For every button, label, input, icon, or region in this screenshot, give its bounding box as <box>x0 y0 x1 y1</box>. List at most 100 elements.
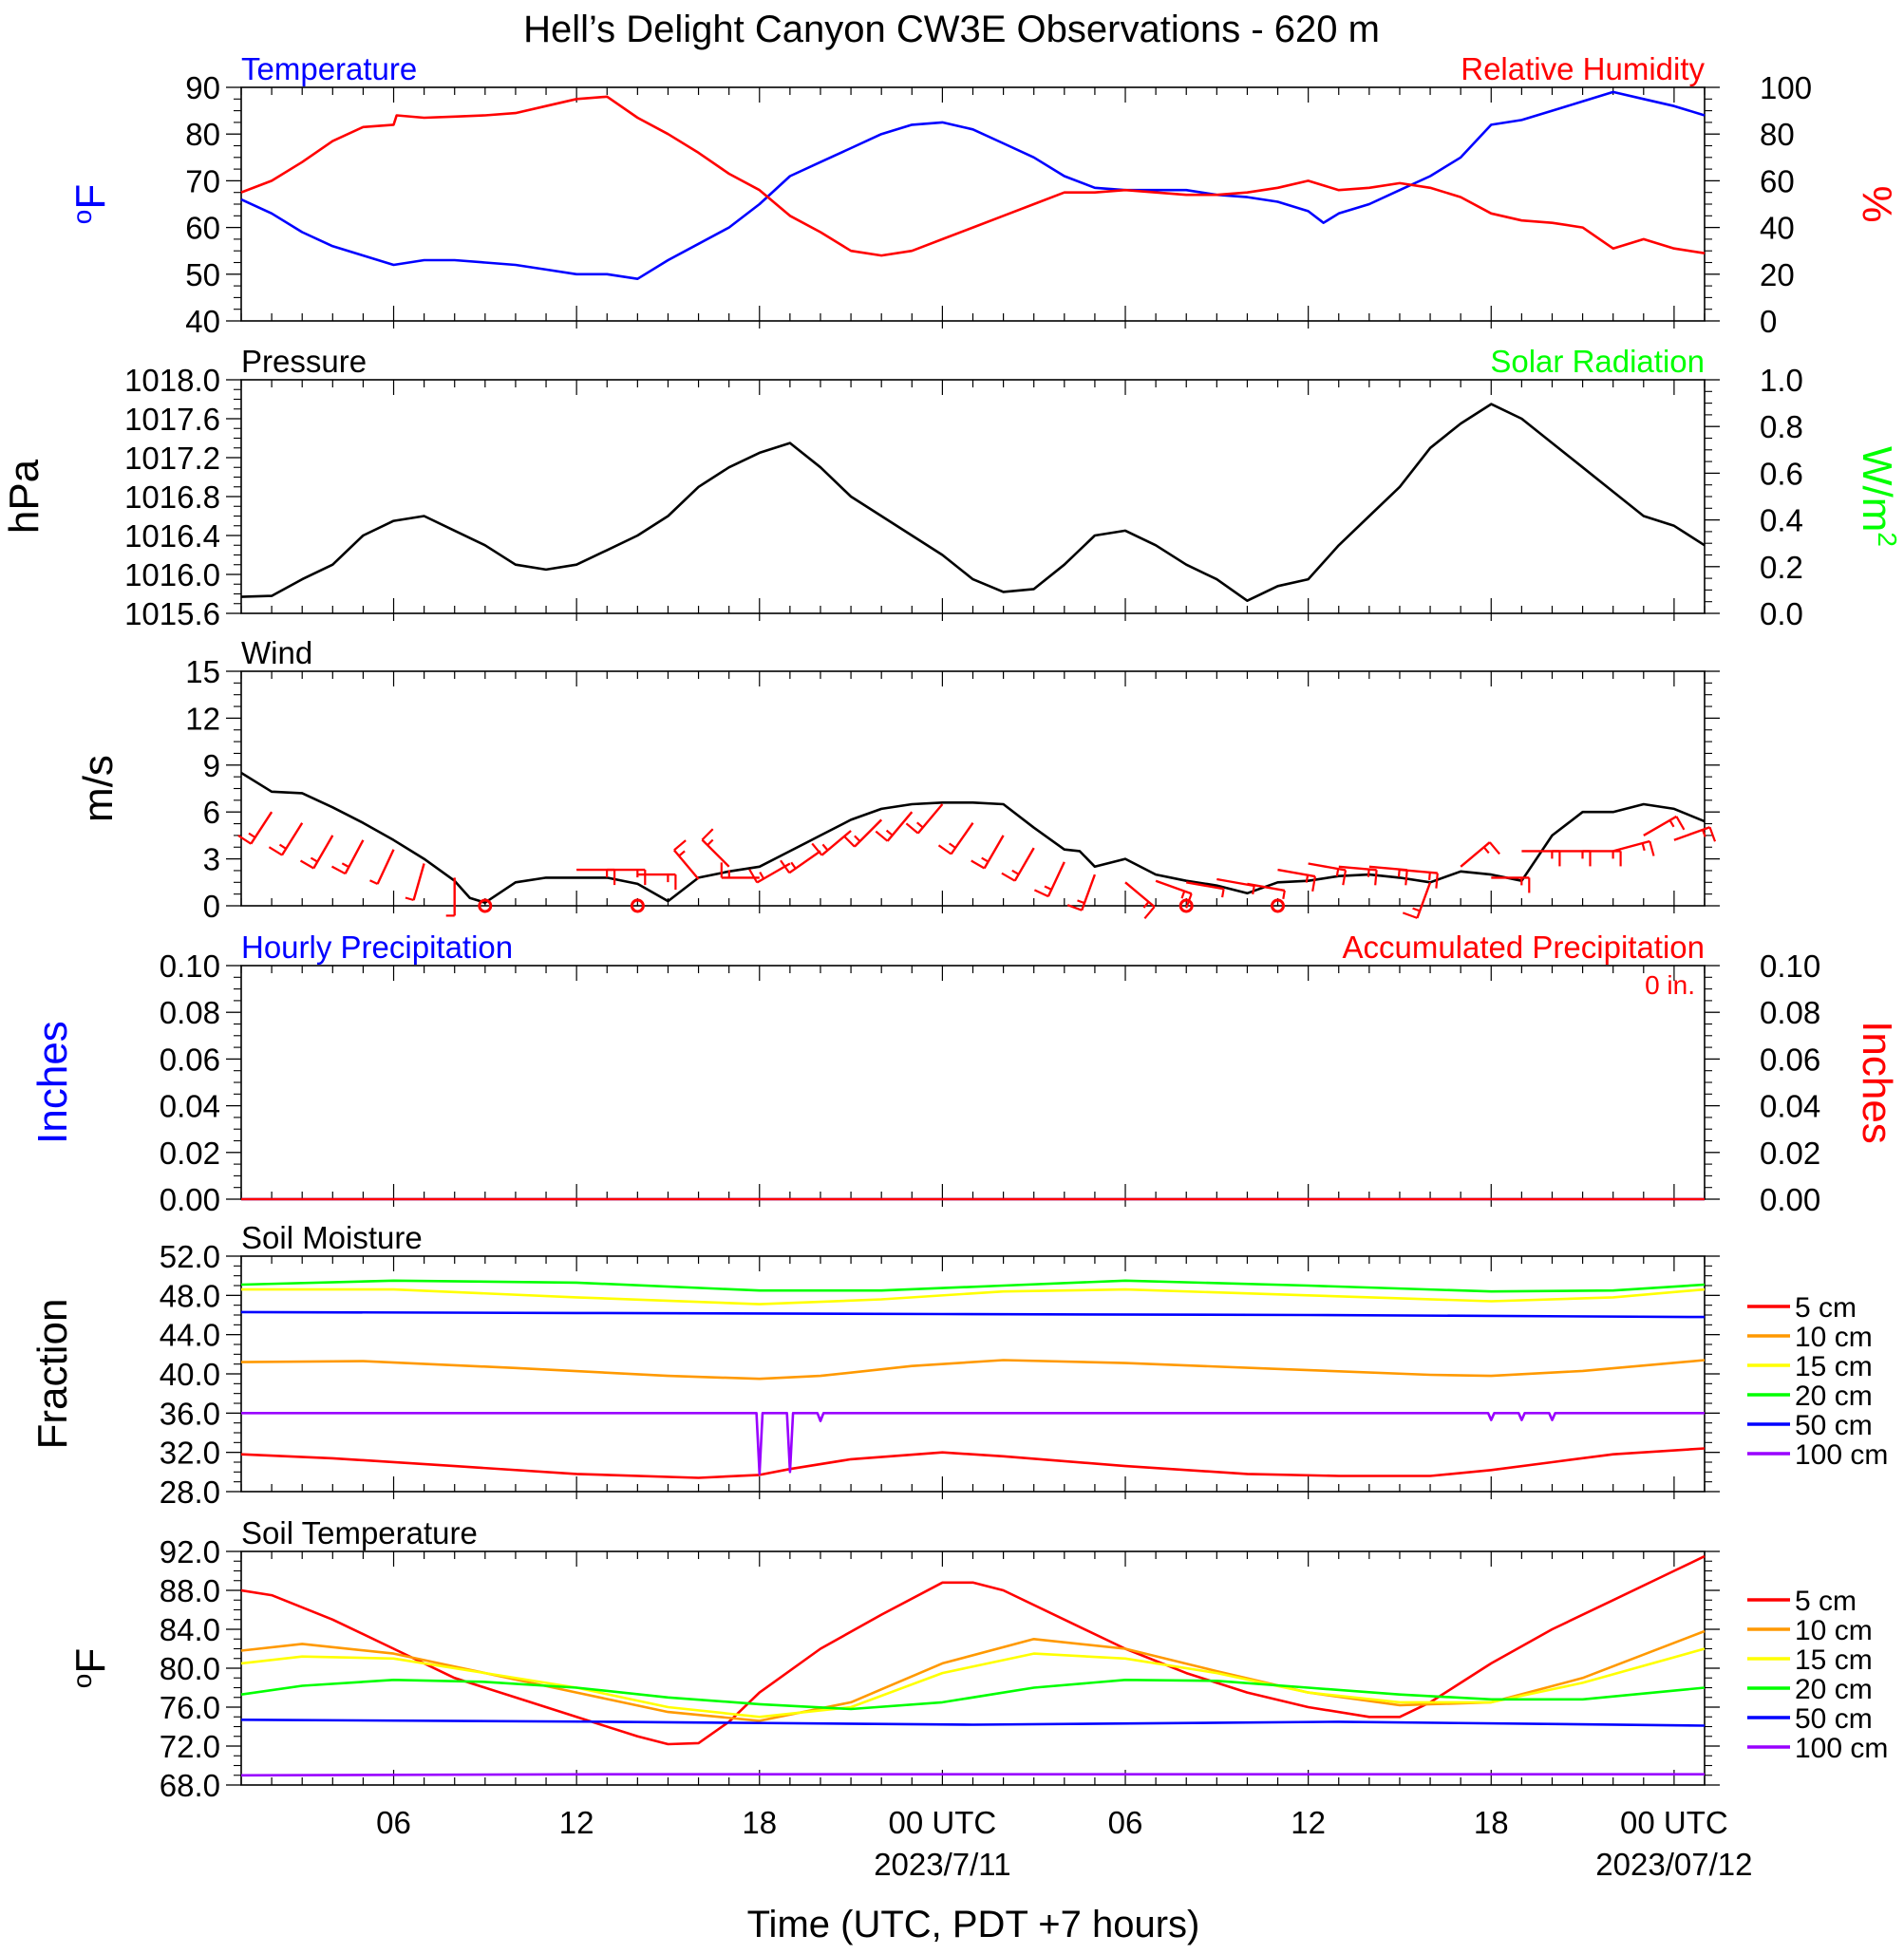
y-tick-label: 0.10 <box>160 949 220 984</box>
y-right-tick-label: 0.00 <box>1760 1182 1820 1217</box>
wind-barb <box>344 839 365 874</box>
y-tick-label: 28.0 <box>160 1475 220 1510</box>
wind-barb-flag <box>310 856 318 863</box>
wind-barb <box>1013 847 1035 882</box>
y-tick-label: 12 <box>185 701 220 736</box>
wind-barb-flag <box>369 879 379 885</box>
series-group <box>240 1554 1706 1777</box>
y-tick-label: 92.0 <box>160 1534 220 1569</box>
wind-barb <box>1155 879 1193 895</box>
y-right-tick-label: 60 <box>1760 163 1795 198</box>
y-tick-label: 68.0 <box>160 1768 220 1803</box>
y-tick-label: 1016.8 <box>124 479 220 515</box>
wind-barb-flag <box>1143 906 1156 920</box>
wind-barb-flag <box>971 859 986 870</box>
y-tick-label: 50 <box>185 257 220 292</box>
y-tick-label: 76.0 <box>160 1690 220 1725</box>
y-tick-label: 1017.2 <box>124 441 220 476</box>
panel-title-right: Relative Humidity <box>1461 51 1705 86</box>
y-tick-label: 52.0 <box>160 1239 220 1274</box>
y-axis-label-right: Inches <box>1854 1021 1900 1144</box>
wind-barb-flag <box>790 861 797 870</box>
wind-barb-flag <box>1033 889 1049 898</box>
y-tick-label: 48.0 <box>160 1278 220 1313</box>
wind-barb-flag <box>1668 819 1675 828</box>
y-tick-label: 6 <box>203 795 220 830</box>
panel-title-right: Accumulated Precipitation <box>1342 930 1705 965</box>
wind-barb-flag <box>1066 904 1083 911</box>
legend-label: 50 cm <box>1795 1703 1873 1735</box>
y-tick-label: 70 <box>185 163 220 198</box>
wind-barb-flag <box>1641 842 1646 852</box>
y-tick-label: 1016.0 <box>124 557 220 592</box>
y-axis-label-left: m/s <box>75 755 122 822</box>
y-right-tick-label: 80 <box>1760 117 1795 152</box>
series-group <box>240 771 1706 905</box>
wind-barb-flag <box>1482 846 1490 855</box>
wind-barb-flag <box>905 822 919 835</box>
y-tick-label: 9 <box>203 748 220 783</box>
y-axis-label-right: W/m2 <box>1854 446 1902 547</box>
wind-barb <box>1612 839 1650 853</box>
series-pressure-line <box>240 403 1706 603</box>
wind-barb <box>250 811 273 845</box>
x-axis-labels: 06 12 18 00 UTC 2023/7/11 06 12 18 00 UTC 2023/07… <box>376 1805 1752 1882</box>
panel-frame <box>240 670 1706 907</box>
wind-barb <box>672 849 700 880</box>
wind-barb-flag <box>707 838 714 846</box>
wind-barbs <box>237 803 1717 920</box>
y-tick-label: 1016.4 <box>124 518 220 554</box>
legend-label: 100 cm <box>1795 1439 1888 1471</box>
y-tick-label: 0.04 <box>160 1089 220 1124</box>
wind-barb-flag <box>1077 899 1085 905</box>
wind-calm-marker <box>1178 898 1194 913</box>
y-tick-label: 88.0 <box>160 1573 220 1608</box>
wind-barb <box>854 818 883 848</box>
wind-barb-flag <box>1305 874 1310 883</box>
y-tick-label: 80 <box>185 117 220 152</box>
x-tick-sublabel: 2023/07/12 <box>1595 1847 1752 1882</box>
x-tick-label: 00 UTC <box>1620 1805 1728 1840</box>
wind-barb <box>1673 826 1710 841</box>
wind-barb-flag <box>1397 869 1401 877</box>
wind-barb-flag <box>268 846 283 856</box>
y-right-tick-label: 0.0 <box>1760 596 1803 631</box>
y-tick-label: 1018.0 <box>124 363 220 398</box>
y-tick-label: 32.0 <box>160 1436 220 1471</box>
wind-barb <box>376 849 395 885</box>
legend-label: 20 cm <box>1795 1674 1873 1705</box>
series-group <box>240 90 1706 281</box>
series-10-cm-line <box>240 1629 1706 1722</box>
wind-barb <box>1185 881 1224 891</box>
series-100-cm-line <box>241 1412 1705 1475</box>
wind-barb-flag <box>1435 873 1439 889</box>
wind-barb <box>1046 861 1065 897</box>
wind-barb-flag <box>299 859 314 870</box>
wind-barb-flag <box>1428 872 1431 880</box>
y-tick-label: 0 <box>203 889 220 924</box>
wind-barb-flag <box>701 828 714 841</box>
y-right-tick-label: 1.0 <box>1760 363 1803 398</box>
wind-barb <box>280 822 304 856</box>
y-axis-label-left: oF <box>67 184 114 224</box>
y-right-tick-label: 0.06 <box>1760 1042 1820 1077</box>
y-tick-label: 80.0 <box>160 1651 220 1686</box>
x-axis-title: Time (UTC, PDT +7 hours) <box>747 1904 1200 1945</box>
wind-barb-flag <box>1311 875 1316 892</box>
wind-calm-marker <box>1271 898 1285 913</box>
y-right-tick-label: 40 <box>1760 211 1795 246</box>
wind-barb-flag <box>759 872 765 880</box>
series-relative-humidity-line <box>240 95 1706 257</box>
series-5-cm-line <box>240 1554 1706 1746</box>
wind-barb <box>788 850 821 874</box>
wind-barb <box>701 838 730 868</box>
wind-barb-flag <box>330 865 347 875</box>
y-right-tick-label: 20 <box>1760 257 1795 292</box>
x-tick-label: 06 <box>1108 1805 1143 1840</box>
wind-barb-flag <box>1402 911 1418 919</box>
wind-barb-flag <box>1044 885 1052 891</box>
panel-title-left: Soil Moisture <box>241 1220 423 1255</box>
wind-barb-flag <box>1342 870 1348 886</box>
